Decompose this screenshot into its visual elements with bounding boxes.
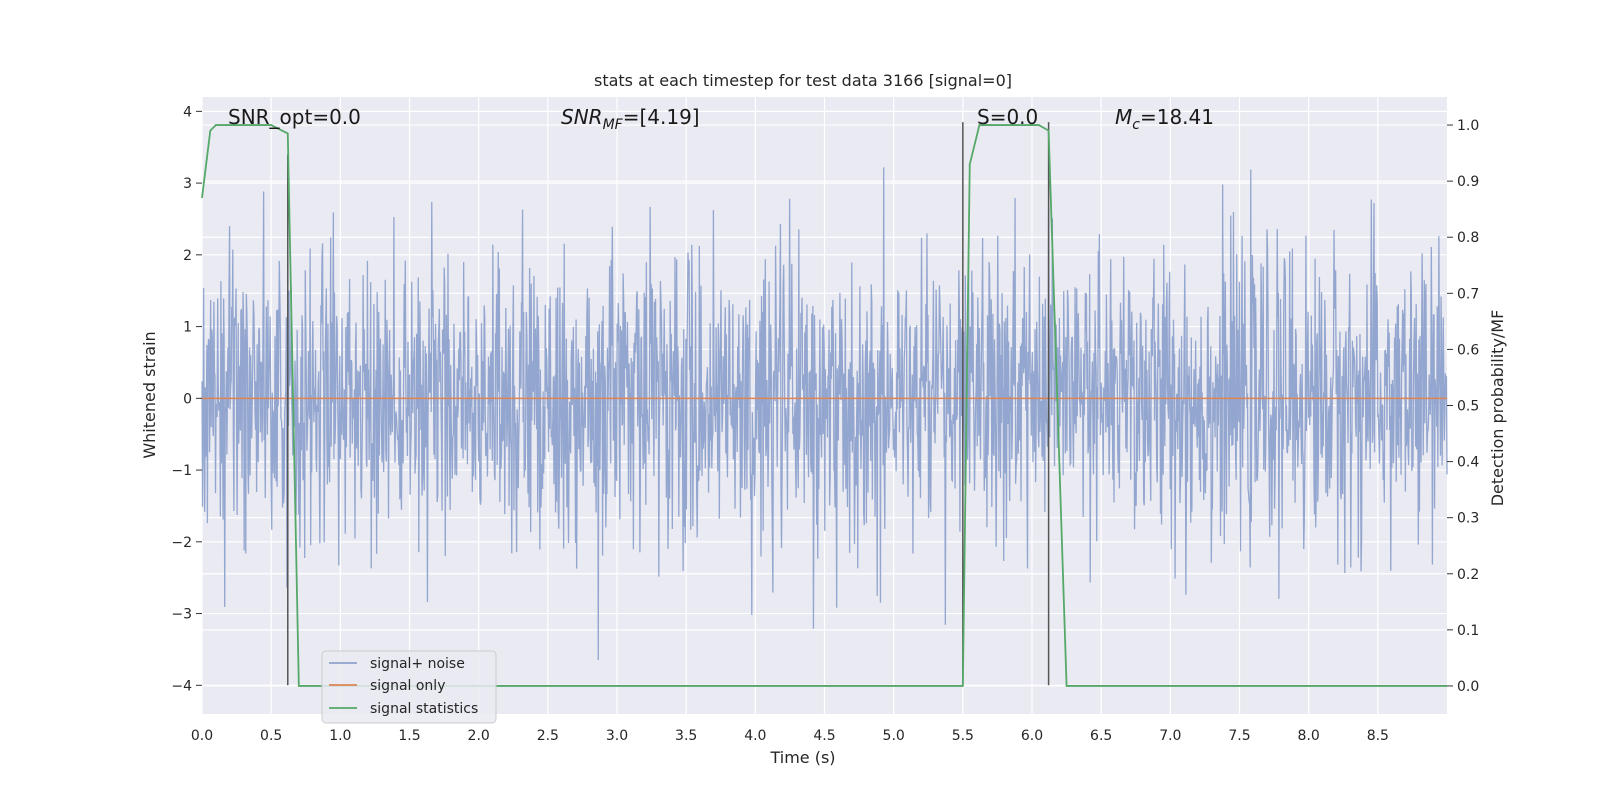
y2-tick-labels: 1.0 0.9 0.8 0.7 0.6 0.5 0.4 0.3 0.2 0.1 0.0: [1447, 118, 1479, 695]
y-tick-label: −3: [171, 607, 192, 623]
y2-tick-label: 1.0: [1457, 118, 1479, 134]
annotation-snr-mf-prefix: SNR: [561, 105, 603, 129]
x-tick-label: 3.5: [675, 728, 697, 744]
annotation-snr-mf-sub: MF: [603, 117, 624, 133]
legend: signal+ noise signal only signal statist…: [321, 650, 497, 724]
x-axis-label: Time (s): [769, 748, 835, 767]
y2-tick-label: 0.4: [1457, 455, 1479, 471]
x-tick-label: 1.5: [398, 728, 420, 744]
legend-label-signal-noise: signal+ noise: [370, 656, 465, 672]
y-tick-label: 0: [183, 391, 192, 407]
legend-label-signal-statistics: signal statistics: [370, 701, 478, 717]
signal-noise-series: [201, 167, 1448, 661]
x-tick-label: 6.5: [1090, 728, 1112, 744]
x-tick-label: 4.0: [744, 728, 766, 744]
annotation-snr-mf-value: =[4.19]: [623, 105, 700, 129]
annotation-mc-value: =18.41: [1140, 105, 1214, 129]
y2-tick-label: 0.2: [1457, 567, 1479, 583]
y2-tick-label: 0.0: [1457, 679, 1479, 695]
x-tick-label: 7.5: [1228, 728, 1250, 744]
y2-tick-label: 0.9: [1457, 174, 1479, 190]
y2-tick-label: 0.6: [1457, 342, 1479, 358]
x-tick-label: 0.0: [191, 728, 213, 744]
x-tick-label: 0.5: [260, 728, 282, 744]
signal-noise-line: [201, 167, 1448, 661]
y-tick-label: 3: [183, 176, 192, 192]
annotation-snr-mf: SNRMF=[4.19]: [561, 105, 700, 133]
y2-tick-label: 0.7: [1457, 286, 1479, 302]
y-tick-label: −1: [171, 463, 192, 479]
annotation-s: S=0.0: [977, 105, 1038, 129]
annotation-snr-opt: SNR_opt=0.0: [228, 105, 361, 129]
x-tick-label: 5.5: [952, 728, 974, 744]
chart-title: stats at each timestep for test data 316…: [594, 71, 1012, 90]
x-tick-label: 2.0: [468, 728, 490, 744]
x-tick-label: 4.5: [813, 728, 835, 744]
y2-axis-label: Detection probability/MF: [1488, 310, 1507, 507]
x-tick-label: 7.0: [1159, 728, 1181, 744]
legend-label-signal-only: signal only: [370, 678, 445, 694]
x-tick-label: 1.0: [329, 728, 351, 744]
legend-box: [321, 650, 497, 724]
y-tick-label: 4: [183, 104, 192, 120]
annotation-mc: Mc=18.41: [1115, 105, 1214, 133]
annotation-mc-sub: c: [1132, 117, 1140, 133]
x-tick-label: 3.0: [606, 728, 628, 744]
y2-tick-label: 0.5: [1457, 399, 1479, 415]
y2-tick-label: 0.1: [1457, 623, 1479, 639]
x-tick-label: 8.5: [1367, 728, 1389, 744]
y2-tick-label: 0.8: [1457, 230, 1479, 246]
x-tick-label: 8.0: [1298, 728, 1320, 744]
y-tick-label: 1: [183, 320, 192, 336]
y-tick-label: −4: [171, 678, 192, 694]
annotation-mc-prefix: M: [1115, 105, 1132, 129]
x-tick-label: 5.0: [883, 728, 905, 744]
y2-tick-label: 0.3: [1457, 511, 1479, 527]
x-tick-label: 2.5: [537, 728, 559, 744]
marker-lines: [287, 122, 1050, 686]
y-axis-label: Whitened strain: [140, 331, 159, 458]
y-tick-labels: 4 3 2 1 0 −1 −2 −3 −4: [171, 104, 202, 694]
y-tick-label: 2: [183, 248, 192, 264]
y-tick-label: −2: [171, 535, 192, 551]
x-tick-label: 6.0: [1021, 728, 1043, 744]
x-tick-labels: 0.0 0.5 1.0 1.5 2.0 2.5 3.0 3.5 4.0 4.5 5.0 5.5 6.0 6…: [191, 728, 1389, 744]
